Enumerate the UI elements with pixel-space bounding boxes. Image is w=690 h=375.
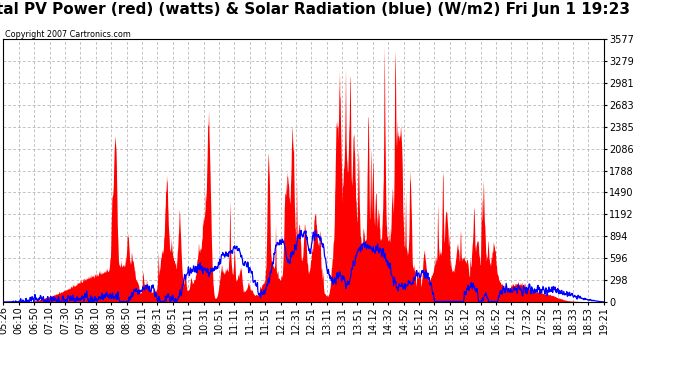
Text: Copyright 2007 Cartronics.com: Copyright 2007 Cartronics.com	[6, 30, 131, 39]
Text: Total PV Power (red) (watts) & Solar Radiation (blue) (W/m2) Fri Jun 1 19:23: Total PV Power (red) (watts) & Solar Rad…	[0, 2, 630, 17]
